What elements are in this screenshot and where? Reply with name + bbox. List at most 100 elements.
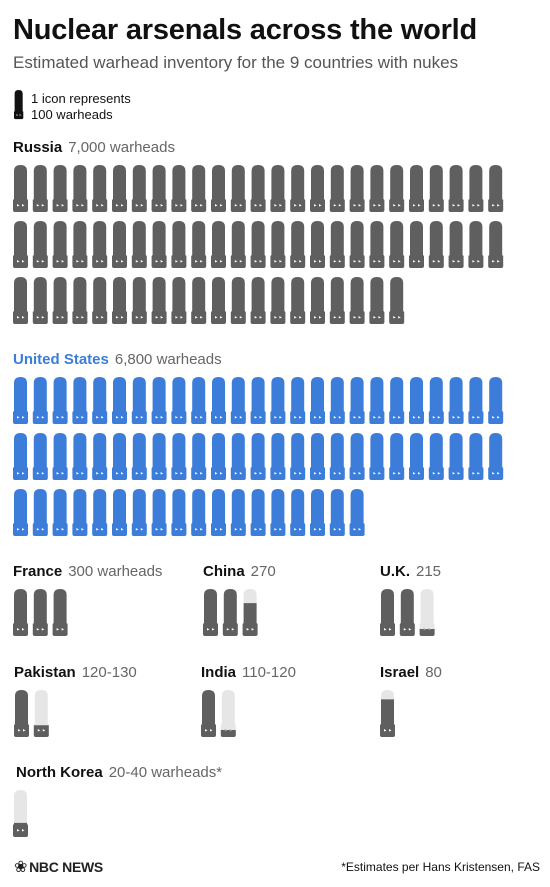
warhead-icon-russia-32 xyxy=(131,221,147,268)
warhead-icon-united-states-46 xyxy=(409,433,424,480)
country-name: Israel xyxy=(380,664,420,681)
peacock-icon: ❀ xyxy=(14,859,28,876)
warhead-icon-russia-44 xyxy=(369,221,385,268)
country-label-israel: Israel 80 xyxy=(380,664,442,681)
warhead-icon-russia-45 xyxy=(389,221,405,268)
warhead-icon-russia-36 xyxy=(211,221,226,268)
warhead-icon-united-states-41 xyxy=(310,433,325,480)
warhead-icon-russia-18 xyxy=(349,165,365,212)
country-label-pakistan: Pakistan 120-130 xyxy=(14,664,137,681)
warhead-icon-russia-54 xyxy=(72,277,88,324)
warhead-icon-united-states-10 xyxy=(191,377,207,424)
legend-line-2: 100 warheads xyxy=(31,107,113,122)
warhead-icon-russia-34 xyxy=(171,221,187,268)
warhead-icon-russia-57 xyxy=(131,277,147,324)
legend-line-1: 1 icon represents xyxy=(31,91,131,106)
warhead-icon-india-2 xyxy=(220,690,236,737)
warhead-icon-united-states-44 xyxy=(369,433,385,480)
warhead-icon-united-states-65 xyxy=(290,489,306,536)
warhead-count: 215 xyxy=(416,563,442,580)
warhead-icon-u-k-1 xyxy=(380,589,395,636)
warhead-icon-united-states-61 xyxy=(211,489,226,536)
warhead-count: 6,800 warheads xyxy=(114,351,222,368)
warhead-icon-united-states-1 xyxy=(13,377,28,424)
warhead-icon-russia-10 xyxy=(191,165,207,212)
warhead-icon-russia-11 xyxy=(211,165,226,212)
warhead-icon-russia-5 xyxy=(92,165,108,212)
warhead-icon-russia-64 xyxy=(270,277,286,324)
warhead-icon-russia-39 xyxy=(270,221,286,268)
warhead-icon-united-states-39 xyxy=(270,433,286,480)
chart-subtitle: Estimated warhead inventory for the 9 co… xyxy=(13,53,459,72)
warhead-icon-russia-21 xyxy=(409,165,424,212)
warhead-icon-russia-59 xyxy=(171,277,187,324)
warhead-icon-russia-48 xyxy=(448,221,464,268)
warhead-icon-russia-29 xyxy=(72,221,88,268)
warhead-icon-russia-2 xyxy=(32,165,48,212)
warhead-icon-united-states-60 xyxy=(191,489,207,536)
warhead-icon-united-states-29 xyxy=(72,433,88,480)
warhead-icon-russia-53 xyxy=(52,277,68,324)
warhead-icon-france-1 xyxy=(13,589,28,636)
warhead-icon-russia-22 xyxy=(428,165,444,212)
warhead-icon-united-states-3 xyxy=(52,377,68,424)
warhead-icon-russia-23 xyxy=(448,165,464,212)
warhead-count: 120-130 xyxy=(81,664,137,681)
warhead-icon-russia-20 xyxy=(389,165,405,212)
warhead-icon-united-states-7 xyxy=(131,377,147,424)
warhead-icon-russia-28 xyxy=(52,221,68,268)
warhead-icon-united-states-17 xyxy=(329,377,345,424)
warhead-icon-russia-3 xyxy=(52,165,68,212)
warhead-icon-united-states-14 xyxy=(270,377,286,424)
source-note: *Estimates per Hans Kristensen, FAS xyxy=(341,860,540,874)
warhead-icon-united-states-8 xyxy=(151,377,167,424)
country-label-u-k: U.K. 215 xyxy=(380,563,441,580)
warhead-icon-united-states-13 xyxy=(250,377,266,424)
warhead-icon-russia-68 xyxy=(349,277,365,324)
country-label-france: France 300 warheads xyxy=(13,563,162,580)
warhead-icon-russia-7 xyxy=(131,165,147,212)
warhead-icon-united-states-35 xyxy=(191,433,207,480)
warhead-icon-russia-50 xyxy=(488,221,504,268)
country-label-china: China 270 xyxy=(203,563,276,580)
warhead-icon-russia-13 xyxy=(250,165,266,212)
warhead-icon-russia-25 xyxy=(488,165,504,212)
warhead-icon-china-2 xyxy=(222,589,238,636)
warhead-icon-france-2 xyxy=(32,589,48,636)
warhead-icon-united-states-24 xyxy=(468,377,484,424)
warhead-icon-united-states-26 xyxy=(13,433,28,480)
warhead-icon-pakistan-1 xyxy=(14,690,29,737)
warhead-count: 20-40 warheads* xyxy=(108,764,223,781)
country-name: U.K. xyxy=(380,563,410,580)
warhead-icon-russia-60 xyxy=(191,277,207,324)
warhead-icon-united-states-28 xyxy=(52,433,68,480)
warhead-count: 80 xyxy=(425,664,442,681)
warhead-icon-united-states-54 xyxy=(72,489,88,536)
warhead-icon-russia-8 xyxy=(151,165,167,212)
warhead-icon-united-states-51 xyxy=(13,489,28,536)
warhead-count: 300 warheads xyxy=(68,563,163,580)
warhead-icon-russia-6 xyxy=(112,165,127,212)
country-name: North Korea xyxy=(16,764,103,781)
warhead-icon-united-states-30 xyxy=(92,433,108,480)
warhead-icon-russia-42 xyxy=(329,221,345,268)
warhead-icon-u-k-2 xyxy=(399,589,415,636)
warhead-icon-united-states-67 xyxy=(329,489,345,536)
nbc-news-logo: ❀ NBC NEWS xyxy=(14,859,103,876)
warhead-icon-united-states-42 xyxy=(329,433,345,480)
warhead-icon-russia-15 xyxy=(290,165,306,212)
warhead-icon-united-states-16 xyxy=(310,377,325,424)
country-label-united-states: United States 6,800 warheads xyxy=(13,351,222,368)
warhead-icon-united-states-52 xyxy=(32,489,48,536)
warhead-icon-united-states-68 xyxy=(349,489,365,536)
warhead-icon-russia-37 xyxy=(230,221,246,268)
warhead-icon-russia-63 xyxy=(250,277,266,324)
warhead-icon-russia-41 xyxy=(310,221,325,268)
warhead-icon-china-1 xyxy=(203,589,218,636)
warhead-icon-united-states-15 xyxy=(290,377,306,424)
warhead-icon-israel-1 xyxy=(380,690,395,737)
warhead-icon-pakistan-2 xyxy=(33,690,49,737)
warhead-icon-united-states-6 xyxy=(112,377,127,424)
warhead-icon-russia-35 xyxy=(191,221,207,268)
warhead-icon-russia-4 xyxy=(72,165,88,212)
